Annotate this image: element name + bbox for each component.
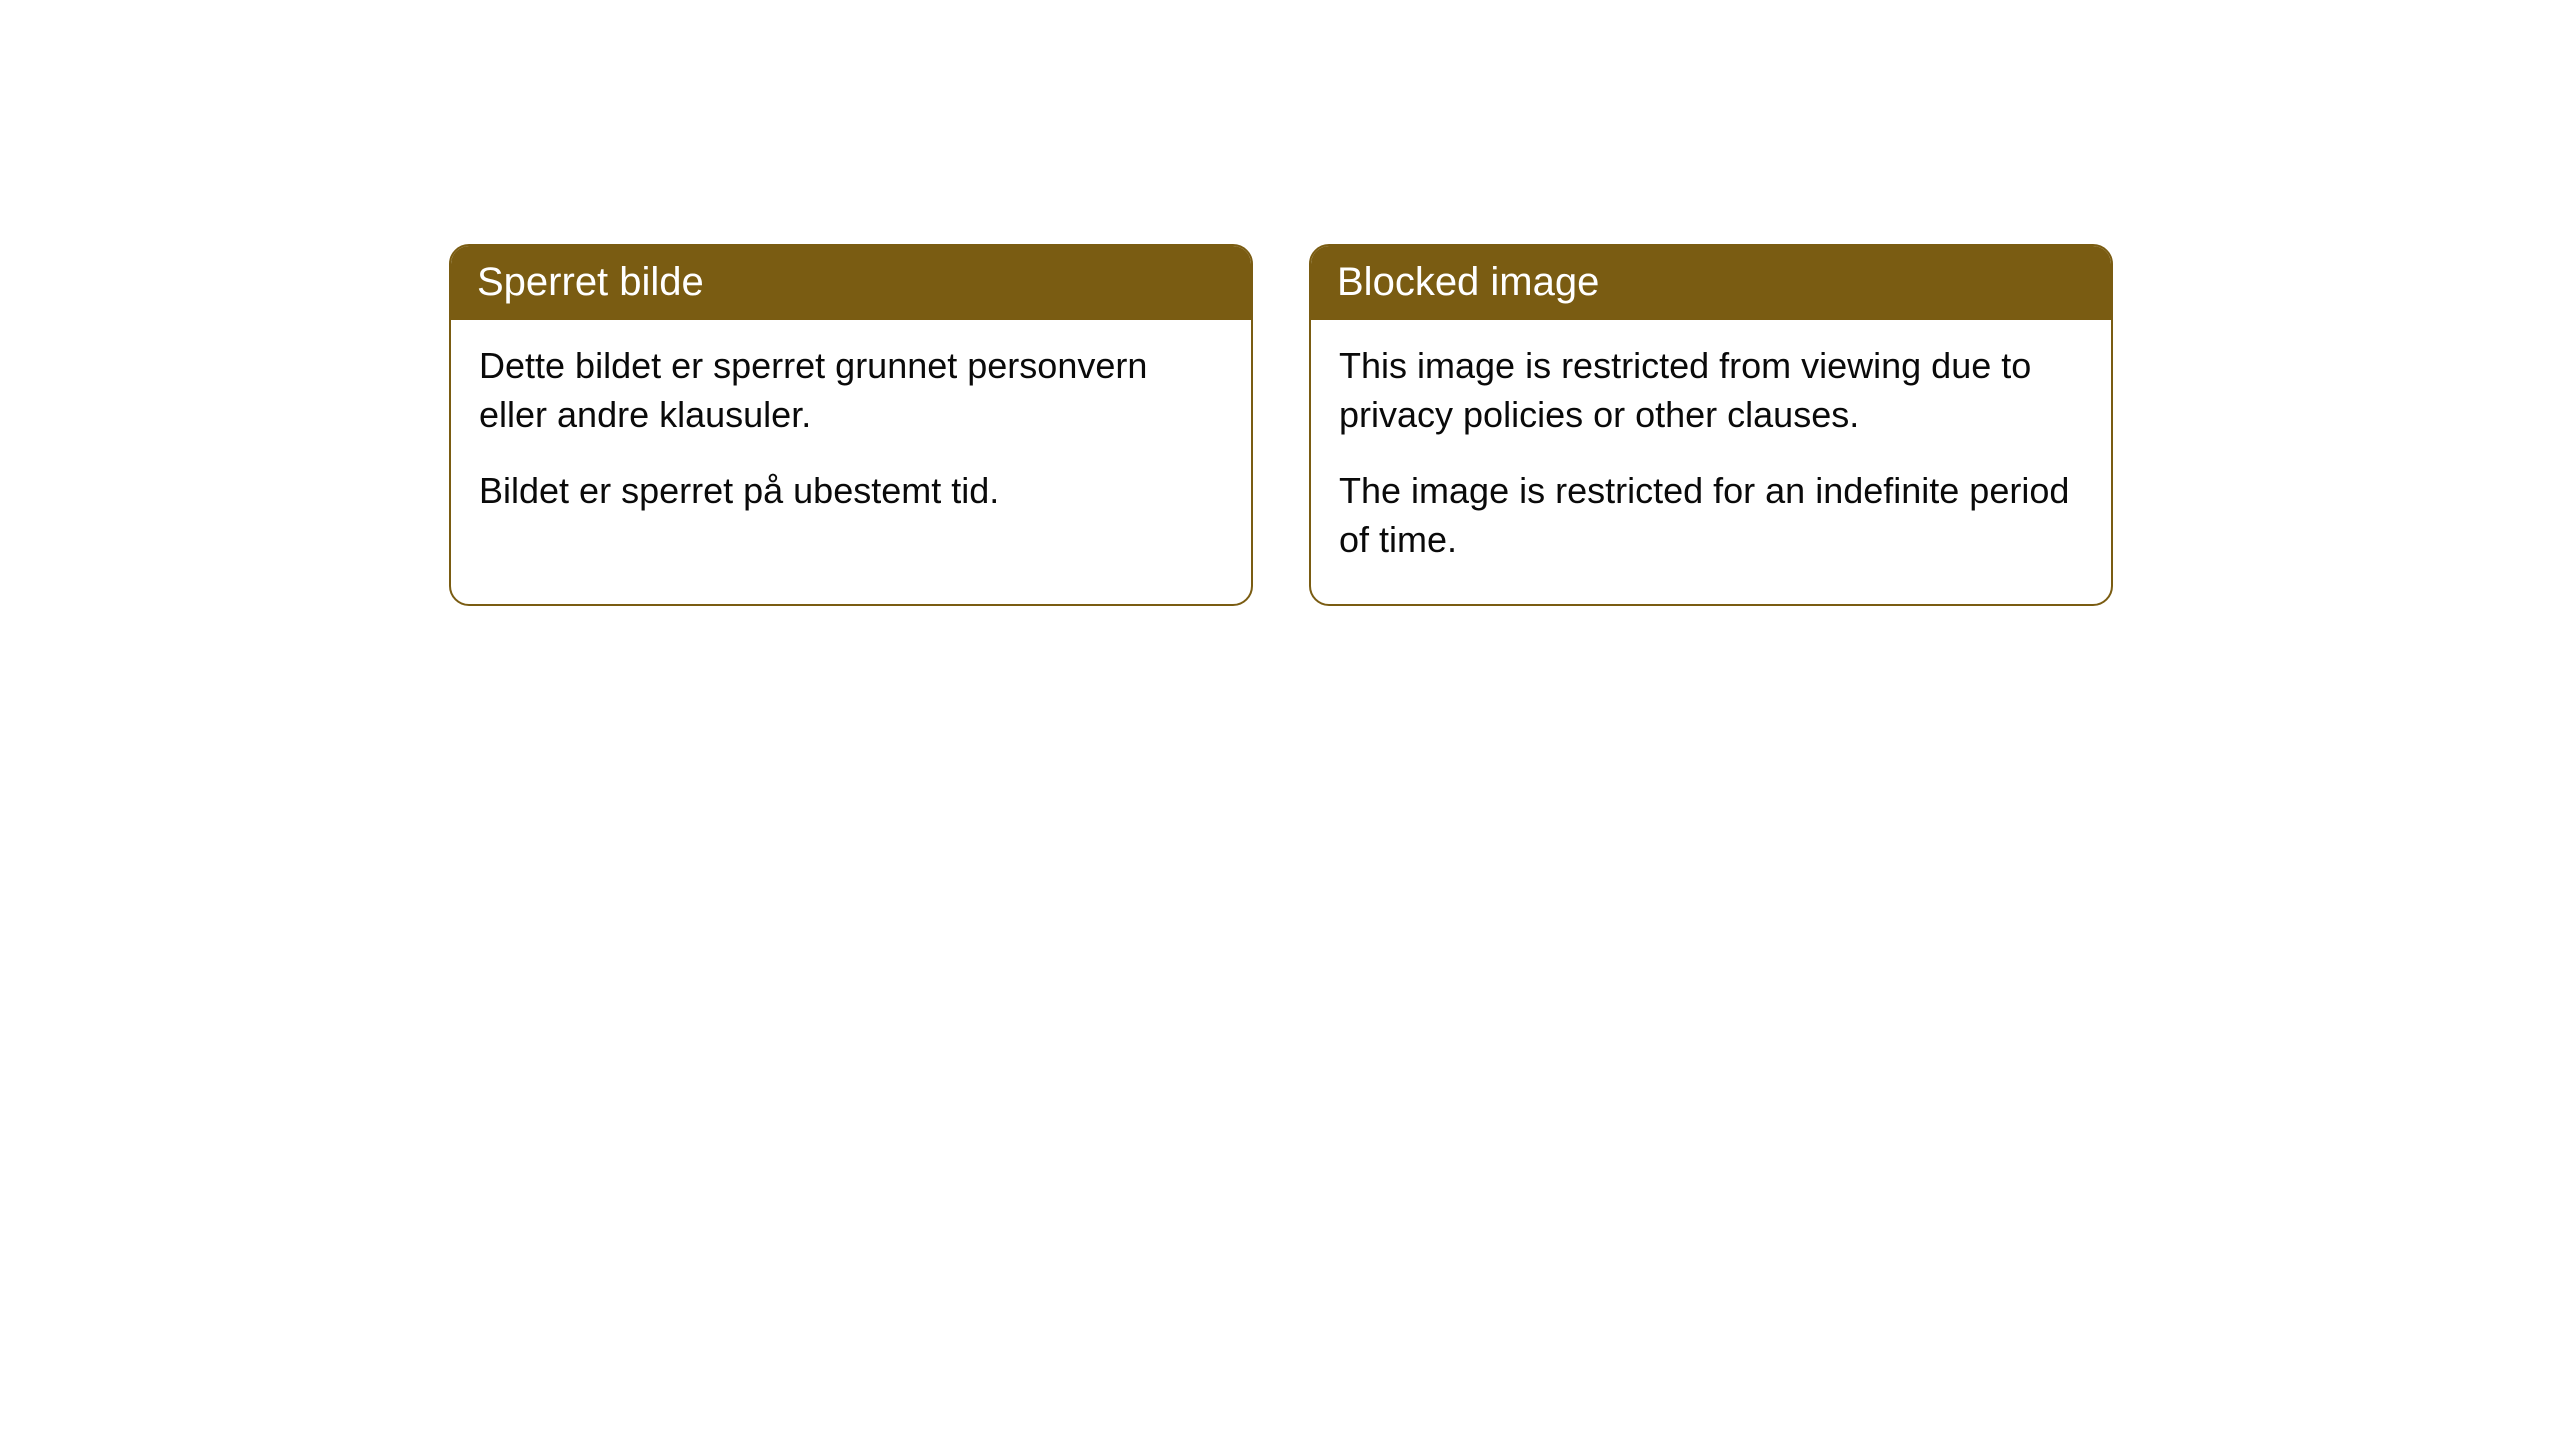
- card-header-norwegian: Sperret bilde: [451, 246, 1251, 320]
- card-body-english: This image is restricted from viewing du…: [1311, 320, 2111, 604]
- cards-container: Sperret bilde Dette bildet er sperret gr…: [449, 244, 2113, 606]
- card-norwegian: Sperret bilde Dette bildet er sperret gr…: [449, 244, 1253, 606]
- card-english: Blocked image This image is restricted f…: [1309, 244, 2113, 606]
- card-paragraph-2-english: The image is restricted for an indefinit…: [1339, 467, 2083, 564]
- card-header-english: Blocked image: [1311, 246, 2111, 320]
- card-paragraph-1-norwegian: Dette bildet er sperret grunnet personve…: [479, 342, 1223, 439]
- card-paragraph-2-norwegian: Bildet er sperret på ubestemt tid.: [479, 467, 1223, 516]
- card-paragraph-1-english: This image is restricted from viewing du…: [1339, 342, 2083, 439]
- card-body-norwegian: Dette bildet er sperret grunnet personve…: [451, 320, 1251, 556]
